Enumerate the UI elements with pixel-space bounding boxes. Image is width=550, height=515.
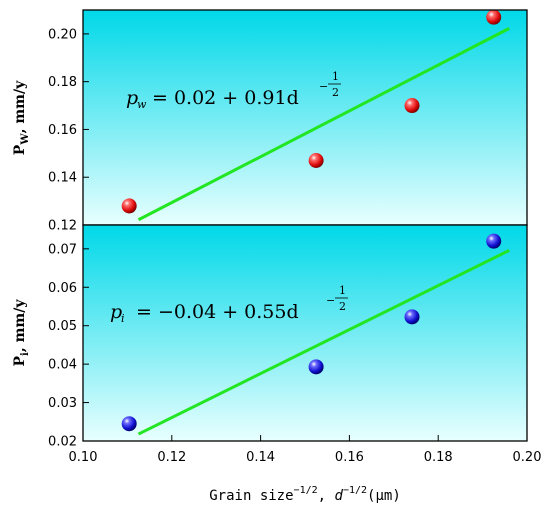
bottom-y-ticks: 0.02 0.03 0.04 0.05 0.06 0.07 bbox=[48, 242, 89, 450]
y-tick-label: 0.04 bbox=[48, 358, 77, 373]
data-point bbox=[486, 233, 502, 249]
top-plot-background bbox=[83, 10, 527, 225]
svg-text:i: i bbox=[121, 312, 125, 325]
svg-text:= 0.02 + 0.91d: = 0.02 + 0.91d bbox=[152, 87, 299, 109]
y-tick-label: 0.18 bbox=[48, 75, 77, 90]
data-point bbox=[121, 198, 137, 214]
x-tick-label: 0.16 bbox=[335, 450, 364, 465]
x-axis-title: Grain size−1/2, d−1/2(μm) bbox=[209, 485, 401, 504]
x-tick-label: 0.20 bbox=[513, 450, 542, 465]
top-y-ticks: 0.12 0.14 0.16 0.18 0.20 bbox=[48, 27, 89, 234]
y-tick-label: 0.12 bbox=[48, 219, 77, 234]
x-axis-ticks: 0.10 0.12 0.14 0.16 0.18 0.20 bbox=[69, 435, 542, 465]
bottom-y-axis-title: Pi, mm/y bbox=[12, 299, 31, 367]
svg-text:w: w bbox=[137, 98, 147, 111]
x-tick-label: 0.10 bbox=[69, 450, 98, 465]
bottom-equation: p i = −0.04 + 0.55d − 1 2 bbox=[110, 284, 348, 325]
data-point bbox=[308, 359, 324, 375]
bottom-fit-line bbox=[137, 249, 510, 436]
bottom-data-points bbox=[121, 233, 502, 432]
top-fit-line bbox=[137, 27, 510, 222]
top-equation: p w = 0.02 + 0.91d − 1 2 bbox=[126, 70, 341, 111]
y-tick-label: 0.16 bbox=[48, 123, 77, 138]
y-tick-label: 0.20 bbox=[48, 27, 77, 42]
y-tick-label: 0.14 bbox=[48, 171, 77, 186]
top-data-points bbox=[121, 9, 502, 214]
svg-text:1: 1 bbox=[339, 284, 346, 297]
svg-text:2: 2 bbox=[332, 86, 339, 99]
bottom-panel: 0.020.030.040.050.060.07 0.10 0.12 0.14 0.1… bbox=[12, 224, 542, 465]
bottom-plot-frame bbox=[82, 224, 528, 442]
svg-text:−: − bbox=[326, 294, 335, 307]
svg-text:p: p bbox=[110, 301, 122, 323]
x-tick-label: 0.12 bbox=[157, 450, 186, 465]
x-tick-label: 0.18 bbox=[424, 450, 453, 465]
y-tick-label: 0.05 bbox=[48, 319, 77, 334]
svg-text:−: − bbox=[319, 80, 328, 93]
y-tick-label: 0.02 bbox=[48, 435, 77, 450]
top-y-axis-title: PW, mm/y bbox=[12, 80, 31, 155]
svg-text:1: 1 bbox=[332, 70, 339, 83]
y-tick-label: 0.03 bbox=[48, 396, 77, 411]
data-point bbox=[308, 153, 324, 168]
svg-text:p: p bbox=[126, 87, 138, 109]
top-panel: 0.12 0.14 0.16 0.18 0.20 PW, mm/y p w = 0.02… bbox=[12, 9, 528, 234]
bottom-plot-background bbox=[83, 225, 527, 441]
svg-text:2: 2 bbox=[339, 300, 346, 313]
y-tick-label: 0.06 bbox=[48, 281, 77, 296]
data-point bbox=[404, 309, 420, 325]
y-tick-label: 0.07 bbox=[48, 242, 77, 257]
data-point bbox=[121, 416, 137, 432]
data-point bbox=[404, 98, 420, 114]
x-tick-label: 0.14 bbox=[246, 450, 275, 465]
svg-text:= −0.04 + 0.55d: = −0.04 + 0.55d bbox=[136, 301, 299, 323]
data-point bbox=[486, 9, 502, 25]
